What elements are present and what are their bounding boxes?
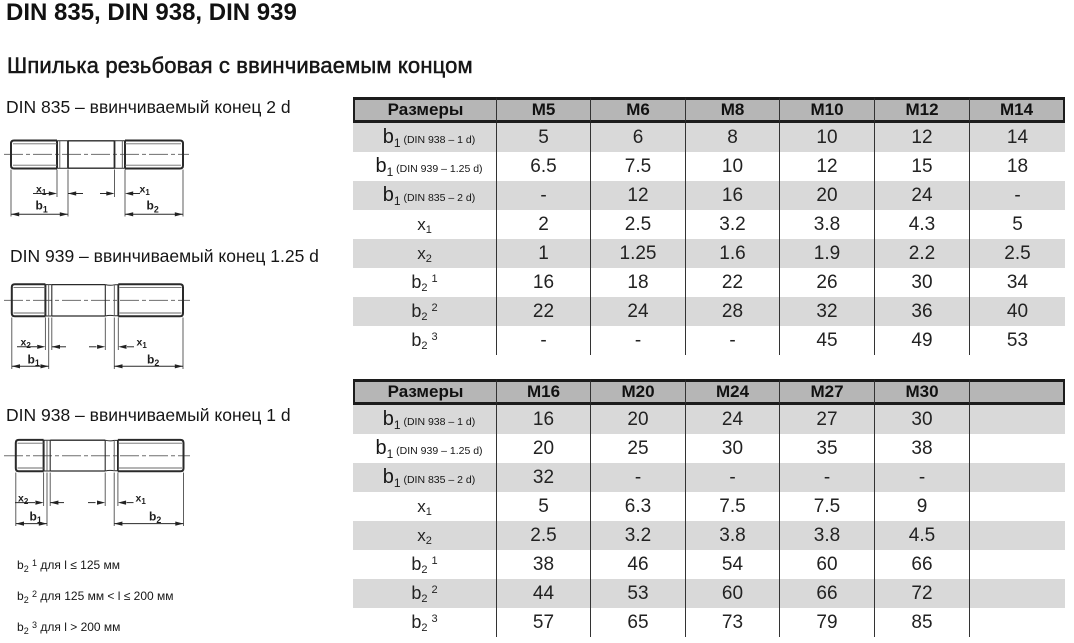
svg-text:b1: b1	[28, 353, 40, 369]
svg-text:x1: x1	[36, 183, 47, 197]
svg-text:x1: x1	[137, 337, 148, 351]
svg-text:x2: x2	[21, 337, 32, 351]
svg-text:x1: x1	[140, 183, 151, 197]
svg-text:x2: x2	[18, 493, 29, 507]
svg-text:b2: b2	[147, 199, 159, 215]
svg-text:x1: x1	[136, 493, 147, 507]
svg-text:b1: b1	[30, 509, 42, 525]
svg-text:b2: b2	[147, 353, 159, 369]
svg-text:b2: b2	[149, 509, 161, 525]
svg-text:b1: b1	[36, 199, 48, 215]
